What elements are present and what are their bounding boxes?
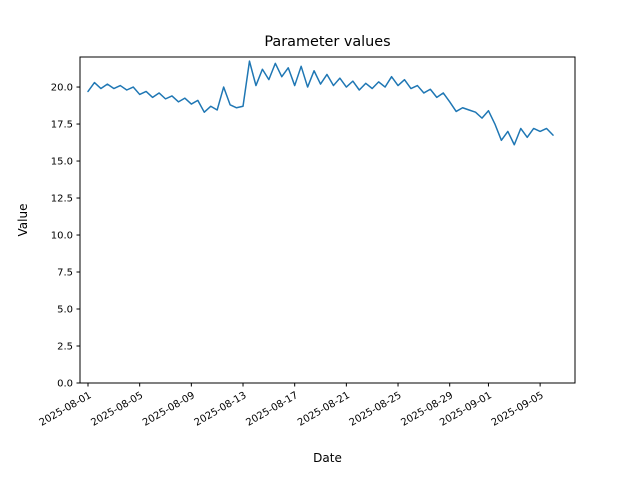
x-tick-label: 2025-08-09 <box>141 390 197 429</box>
y-tick-label: 7.5 <box>57 268 73 279</box>
x-tick-label: 2025-08-13 <box>193 390 249 429</box>
x-axis-label: Date <box>313 451 342 465</box>
x-tick-label: 2025-08-21 <box>296 390 352 429</box>
y-tick-label: 2.5 <box>57 342 73 353</box>
y-tick-label: 15.0 <box>51 157 73 168</box>
x-tick-label: 2025-08-25 <box>348 390 404 429</box>
data-series-line <box>87 60 554 146</box>
y-tick-label: 20.0 <box>51 83 73 94</box>
x-tick-label: 2025-08-01 <box>38 390 94 429</box>
ticks-layer: 0.0 2.5 5.0 7.5 10.0 12.5 15.0 17.5 20.0 2025-08-… <box>38 83 546 429</box>
series-layer <box>87 60 554 146</box>
x-tick-label: 2025-09-05 <box>490 390 546 429</box>
y-tick-label: 0.0 <box>57 379 73 390</box>
y-tick-label: 12.5 <box>51 194 73 205</box>
plot-area-frame <box>79 56 576 384</box>
y-tick-label: 10.0 <box>51 231 73 242</box>
x-tick-label: 2025-08-05 <box>89 390 145 429</box>
x-tick-label: 2025-08-17 <box>244 390 300 429</box>
chart-title: Parameter values <box>264 34 390 50</box>
y-tick-label: 17.5 <box>51 120 73 131</box>
y-axis-label: Value <box>16 204 30 237</box>
y-tick-label: 5.0 <box>57 305 73 316</box>
